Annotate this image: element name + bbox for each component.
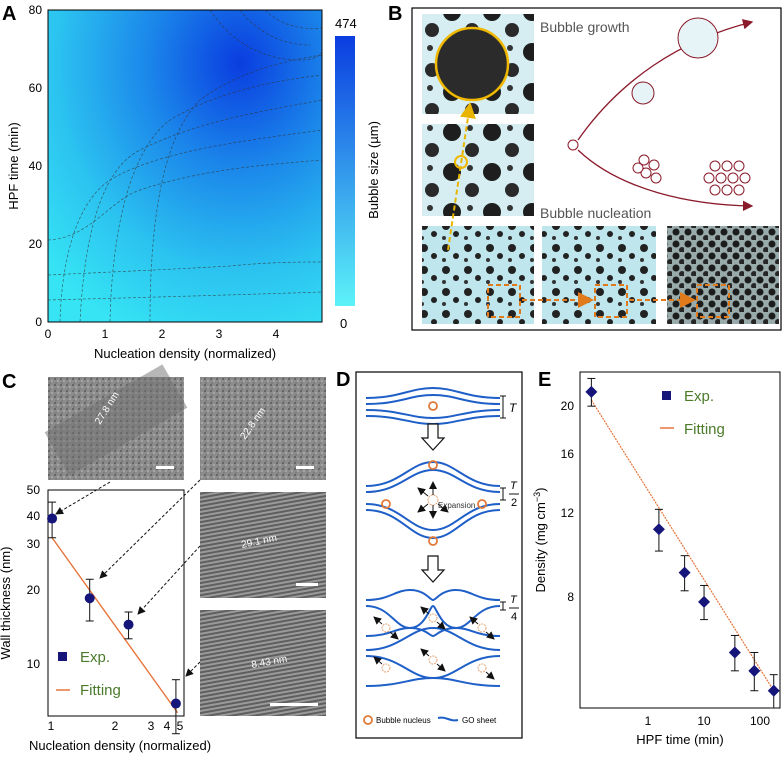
e-data-point (767, 684, 780, 697)
d-thickness-t4-num: T (510, 594, 518, 606)
c-xtick: 4 (164, 719, 171, 733)
colorbar (335, 36, 355, 306)
c-ytick: 10 (27, 657, 41, 671)
colorbar-min: 0 (340, 316, 347, 331)
a-xlabel: Nucleation density (normalized) (94, 346, 276, 361)
c-data-point (47, 513, 58, 524)
e-data-point (698, 595, 711, 608)
d-thickness-t2-num: T (510, 480, 518, 492)
a-ytick: 0 (35, 315, 42, 329)
tem-image-4 (200, 610, 326, 716)
panel-label-c: C (2, 371, 16, 393)
a-xtick: 3 (216, 327, 223, 341)
c-ytick: 20 (27, 583, 41, 597)
d-expansion-label: Expansion (438, 501, 475, 510)
c-xtick: 2 (112, 719, 119, 733)
heatmap-area (47, 9, 323, 323)
c-xtick: 1 (48, 719, 55, 733)
e-data-point (652, 523, 665, 536)
panel-a-axes: 0 1 2 3 4 0 20 40 60 80 Nucleation densi… (6, 3, 280, 361)
c-ytick: 40 (27, 509, 41, 523)
a-ylabel: HPF time (min) (6, 122, 21, 209)
e-legend-fit: Fitting (684, 421, 725, 438)
d-thickness-t4-den: 4 (511, 611, 517, 623)
d-thickness-t2-den: 2 (511, 497, 517, 509)
c-data-point (170, 698, 181, 709)
micrograph-high-density (667, 226, 779, 324)
e-xtick: 10 (697, 714, 711, 728)
e-ylabel: Density (mg cm−3) (532, 488, 548, 593)
a-xtick: 2 (159, 327, 166, 341)
c-xtick: 5 (177, 719, 184, 733)
e-plot-area (579, 371, 781, 709)
panel-label-a: A (2, 3, 16, 25)
c-ylabel: Wall thickness (nm) (0, 547, 13, 660)
colorbar-label: Bubble size (µm) (366, 121, 381, 219)
panel-d-schematic: Expansion T T 2 T (355, 371, 523, 739)
highlight-circle (434, 26, 510, 102)
e-data-point (748, 664, 761, 677)
tem-image-2 (200, 377, 326, 480)
c-xlabel: Nucleation density (normalized) (29, 738, 211, 753)
a-xtick: 0 (45, 327, 52, 341)
e-fit-line (590, 399, 775, 692)
panel-e-chart: 8 12 16 20 1 10 100 Density (mg cm−3) HP… (532, 371, 781, 747)
colorbar-max: 474 (335, 16, 357, 31)
contour-lines (47, 9, 323, 323)
c-legend-exp-marker (58, 652, 67, 661)
panel-a-colorbar: 474 0 Bubble size (µm) (335, 16, 381, 331)
a-xtick: 1 (102, 327, 109, 341)
c-legend-exp: Exp. (80, 649, 110, 666)
c-data-point (123, 619, 134, 630)
panel-c-chart: 50 40 30 20 10 1 2 3 4 5 Wall thickness … (0, 479, 211, 753)
c-data-point (84, 593, 95, 604)
c-fit-line (51, 537, 179, 714)
a-ytick: 40 (29, 159, 43, 173)
e-xtick: 1 (645, 714, 652, 728)
d-legend-nucleus: Bubble nucleus (376, 716, 431, 725)
e-xlabel: HPF time (min) (636, 732, 723, 747)
d-legend-sheet: GO sheet (462, 716, 497, 725)
a-xtick: 4 (273, 327, 280, 341)
panel-a-heatmap (47, 9, 323, 323)
micrograph-mid (422, 124, 534, 216)
e-ytick: 12 (561, 506, 575, 520)
panel-c-tem-images: 27.8 nm 22.8 nm 29.1 nm 8.43 nm (44, 364, 326, 716)
panel-b-schematic: Bubble growth Bubble nucleation (411, 7, 782, 331)
e-data-point (585, 385, 598, 398)
c-ytick: 50 (27, 483, 41, 497)
d-thickness-t: T (509, 401, 518, 415)
panel-label-e: E (538, 369, 551, 391)
c-xtick: 3 (148, 719, 155, 733)
e-data-point (728, 646, 741, 659)
e-ytick: 20 (561, 399, 575, 413)
e-ytick: 8 (567, 590, 574, 604)
e-legend-exp-marker (662, 391, 671, 400)
a-ytick: 20 (29, 237, 43, 251)
a-ytick: 60 (29, 81, 43, 95)
e-data-point (678, 566, 691, 579)
a-ytick: 80 (29, 3, 43, 17)
c-plot-area (47, 489, 185, 717)
panel-label-b: B (388, 3, 402, 25)
e-xtick: 100 (750, 714, 770, 728)
micrograph-mid-density (542, 226, 656, 324)
c-legend-fit: Fitting (80, 682, 121, 699)
label-bubble-nucleation: Bubble nucleation (540, 205, 651, 221)
e-legend-exp: Exp. (684, 388, 714, 405)
c-ytick: 30 (27, 537, 41, 551)
panel-label-d: D (336, 369, 350, 391)
tem-image-3 (200, 492, 326, 598)
e-ytick: 16 (561, 447, 575, 461)
micrograph-low (422, 226, 534, 324)
label-bubble-growth: Bubble growth (540, 19, 630, 35)
